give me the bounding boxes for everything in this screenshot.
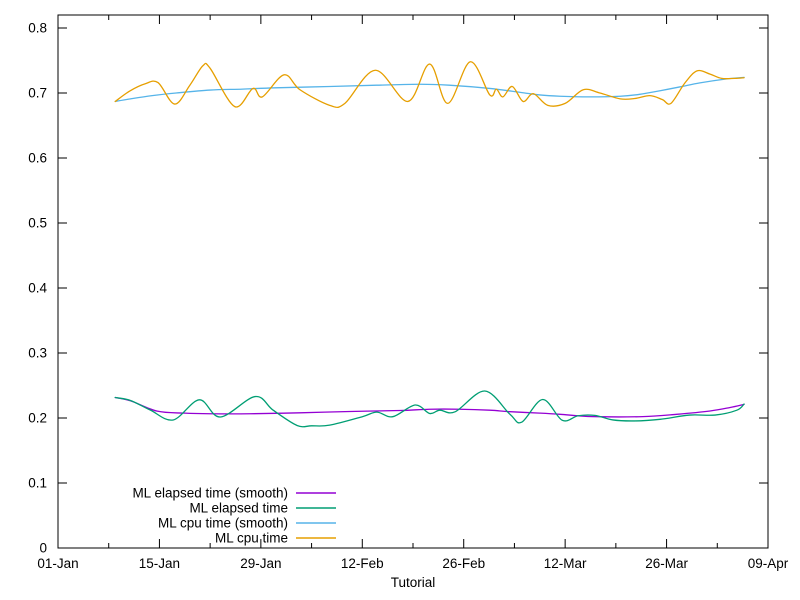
series-ml-cpu-time bbox=[114, 61, 745, 109]
y-tick-label: 0 bbox=[39, 541, 47, 556]
x-tick-label: 26-Feb bbox=[442, 556, 485, 571]
y-tick-label: 0.1 bbox=[28, 476, 47, 491]
x-tick-label: 09-Apr bbox=[748, 556, 789, 571]
x-tick-label: 12-Feb bbox=[341, 556, 384, 571]
x-tick-label: 01-Jan bbox=[37, 556, 78, 571]
y-tick-label: 0.4 bbox=[28, 281, 47, 296]
y-tick-label: 0.7 bbox=[28, 86, 47, 101]
x-tick-label: 26-Mar bbox=[645, 556, 688, 571]
y-tick-label: 0.3 bbox=[28, 346, 47, 361]
x-axis-title: Tutorial bbox=[390, 575, 436, 590]
legend-label: ML cpu time (smooth) bbox=[158, 516, 288, 531]
series-ml-elapsed-time bbox=[114, 390, 745, 428]
series-ml-cpu-time-smooth bbox=[114, 76, 745, 103]
y-tick-label: 0.5 bbox=[28, 216, 47, 231]
x-tick-label: 12-Mar bbox=[544, 556, 587, 571]
legend-label: ML elapsed time (smooth) bbox=[132, 486, 288, 501]
x-tick-label: 29-Jan bbox=[240, 556, 281, 571]
legend-label: ML elapsed time bbox=[189, 501, 288, 516]
y-tick-label: 0.8 bbox=[28, 21, 47, 36]
series-ml-elapsed-time-smooth bbox=[114, 396, 745, 418]
x-tick-label: 15-Jan bbox=[139, 556, 180, 571]
y-tick-label: 0.2 bbox=[28, 411, 47, 426]
legend-label: ML cpu time bbox=[215, 531, 288, 546]
y-tick-label: 0.6 bbox=[28, 151, 47, 166]
plot-border bbox=[57, 14, 769, 549]
